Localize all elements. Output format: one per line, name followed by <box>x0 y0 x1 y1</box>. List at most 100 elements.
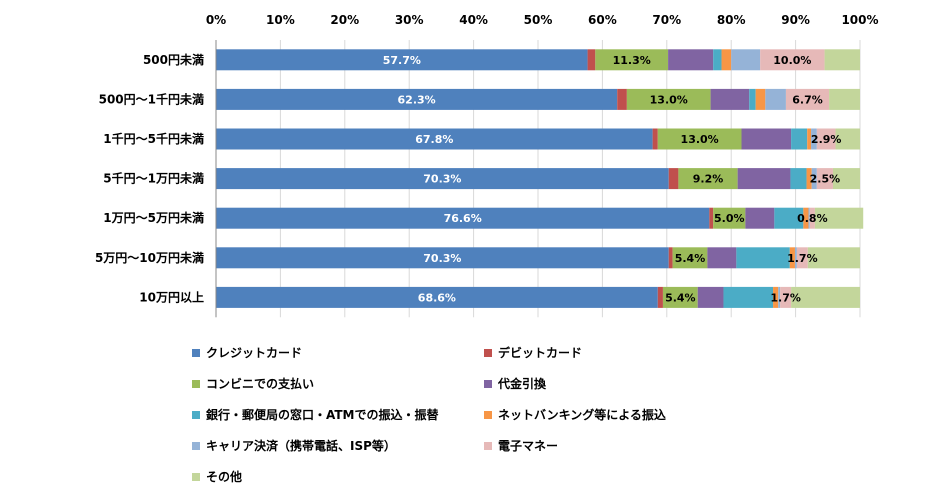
bar-segment <box>678 168 738 190</box>
data-label: 9.2% <box>693 173 724 186</box>
x-tick-label: 80% <box>717 13 746 27</box>
x-tick-label: 0% <box>206 13 226 27</box>
bar-segment <box>736 247 790 269</box>
x-tick-label: 20% <box>330 13 359 27</box>
bar-segment <box>216 88 618 110</box>
data-label: 70.3% <box>423 173 461 186</box>
bar-segment <box>668 168 679 190</box>
bar-segment <box>814 207 864 229</box>
bar-segment <box>731 49 761 71</box>
bar-segment <box>216 128 653 150</box>
bar-segment <box>824 49 860 71</box>
bar-segment <box>807 247 860 269</box>
bar-segment <box>709 207 714 229</box>
bar-segment <box>749 88 756 110</box>
category-label: 500円未満 <box>143 52 204 67</box>
bar-segment <box>835 128 860 150</box>
bar-segment <box>811 128 817 150</box>
bar-segment <box>796 247 808 269</box>
bar-segment <box>710 88 750 110</box>
bar-segment <box>773 286 779 308</box>
data-label: 70.3% <box>423 252 461 265</box>
category-label: 1万円～5万円未満 <box>103 210 204 225</box>
bar-segment <box>216 168 669 190</box>
data-label: 1.7% <box>770 291 801 304</box>
data-label: 62.3% <box>398 93 436 106</box>
bar-segment <box>807 128 812 150</box>
data-label: 5.4% <box>675 252 706 265</box>
bar-segment <box>806 168 812 190</box>
bar-segment <box>794 247 797 269</box>
bar-segment <box>816 168 833 190</box>
data-label: 10.0% <box>773 54 811 67</box>
category-label: 5万円～10万円未満 <box>95 250 204 265</box>
category-label: 5千円～1万円未満 <box>103 171 204 186</box>
x-tick-label: 90% <box>781 13 810 27</box>
data-label: 13.0% <box>650 93 688 106</box>
bar-segment <box>672 247 708 269</box>
x-tick-label: 40% <box>459 13 488 27</box>
bar-segment <box>765 88 786 110</box>
bar-segment <box>790 168 807 190</box>
data-label: 67.8% <box>415 133 453 146</box>
bar-segment <box>741 128 792 150</box>
bar-segment <box>657 286 663 308</box>
bar-segment <box>832 168 860 190</box>
x-tick-label: 30% <box>395 13 424 27</box>
bar-segment <box>617 88 627 110</box>
bar-segment <box>587 49 596 71</box>
bar-segment <box>791 286 860 308</box>
bar-segment <box>626 88 711 110</box>
bar-segment <box>785 88 830 110</box>
data-labels: 57.7% 11.3% 10.0% 62.3% 13.0% 6.7% 67.8% 13.0% 2… <box>383 54 842 305</box>
bar-segment <box>652 128 658 150</box>
data-label: 13.0% <box>681 133 719 146</box>
bar-segment <box>595 49 669 71</box>
data-label: 2.9% <box>811 133 842 146</box>
data-label: 5.0% <box>714 212 745 225</box>
bar-segment <box>808 207 810 229</box>
bar-segment <box>721 49 732 71</box>
x-tick-label: 60% <box>588 13 617 27</box>
category-labels: 500円未満 500円～1千円未満 1千円～5千円未満 5千円～1万円未満 1万円～5万… <box>95 52 204 305</box>
bar-segment <box>816 128 836 150</box>
bar-segment <box>713 207 746 229</box>
bar-segment <box>789 247 795 269</box>
bar-segment <box>216 247 669 269</box>
bar-segment <box>657 128 742 150</box>
data-label: 1.7% <box>787 252 818 265</box>
x-tick-label: 70% <box>652 13 681 27</box>
x-tick-label: 100% <box>841 13 878 27</box>
bar-segment <box>707 247 737 269</box>
bar-segment <box>791 128 808 150</box>
bar-segment <box>780 286 792 308</box>
bar-segments <box>216 49 864 308</box>
bar-segment <box>216 286 658 308</box>
bar-segment <box>778 286 781 308</box>
bar-segment <box>745 207 775 229</box>
x-axis-tick-labels: 0% 10% 20% 30% 40% 50% 60% 70% 80% 90% 100% <box>206 13 879 27</box>
bar-segment <box>760 49 825 71</box>
bar-segment <box>697 286 724 308</box>
bar-segment <box>811 168 817 190</box>
bar-segment <box>737 168 791 190</box>
bar-segment <box>216 207 710 229</box>
data-label: 6.7% <box>792 93 823 106</box>
data-label: 2.5% <box>810 173 841 186</box>
bar-segment <box>755 88 766 110</box>
category-label: 1千円～5千円未満 <box>103 131 204 146</box>
category-label: 500円～1千円未満 <box>99 91 204 106</box>
bar-segment <box>662 286 698 308</box>
category-label: 10万円以上 <box>139 289 204 304</box>
bar-segment <box>809 207 815 229</box>
bar-segment <box>803 207 809 229</box>
bar-segment <box>829 88 860 110</box>
data-label: 68.6% <box>418 291 456 304</box>
data-label: 0.8% <box>797 212 828 225</box>
data-label: 11.3% <box>613 54 651 67</box>
x-tick-label: 50% <box>524 13 553 27</box>
bar-segment <box>723 286 774 308</box>
data-label: 57.7% <box>383 54 421 67</box>
bar-segment <box>713 49 722 71</box>
